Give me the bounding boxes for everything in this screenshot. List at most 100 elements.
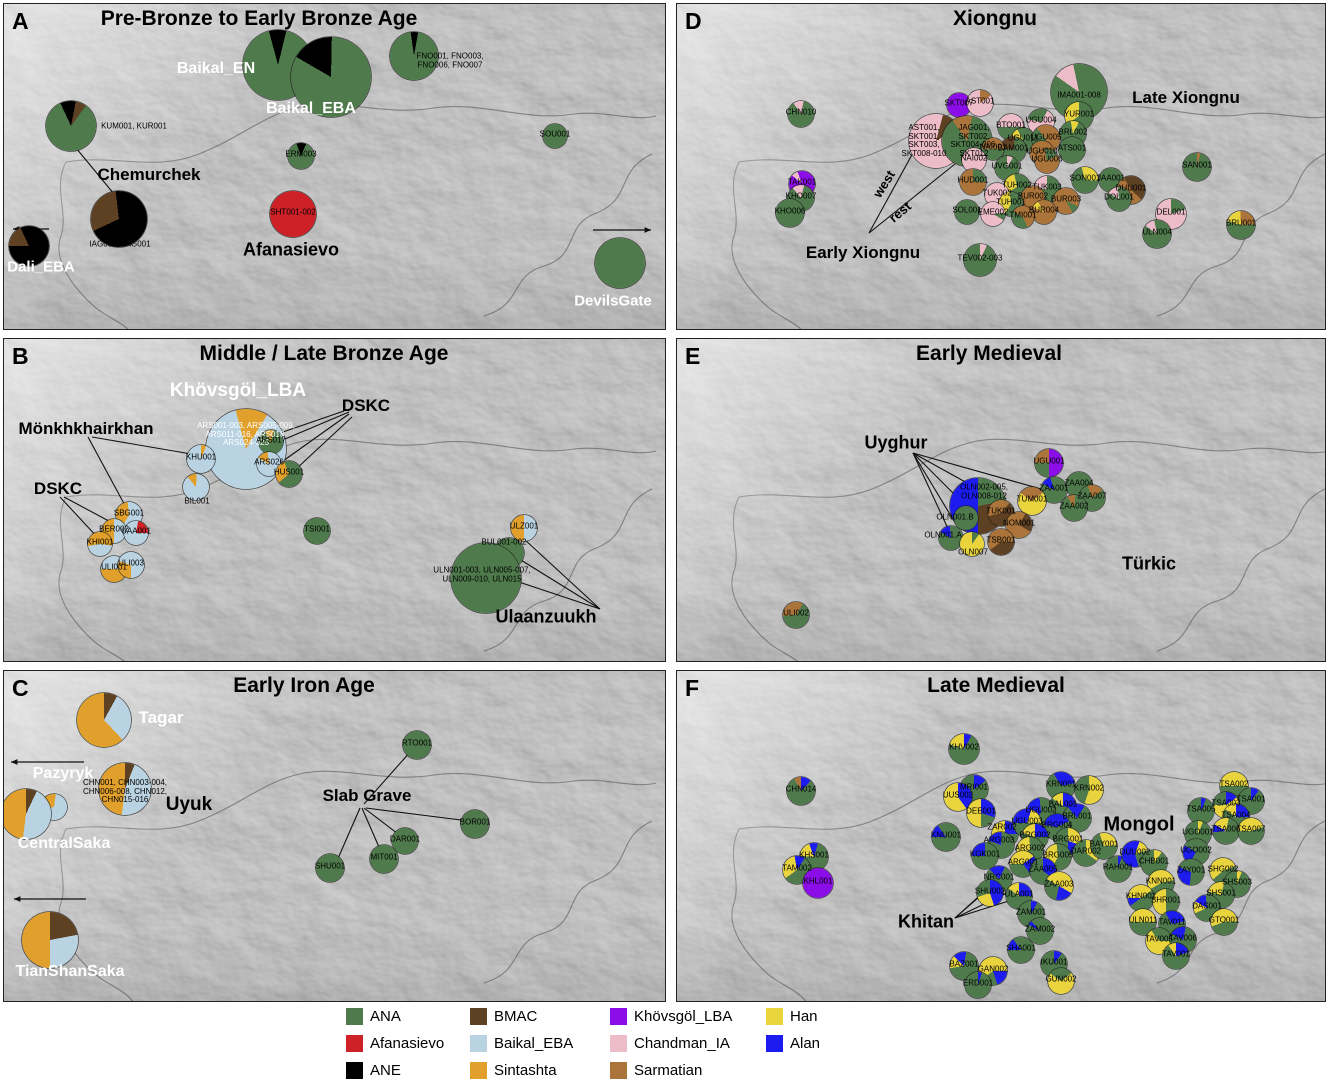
sample-label-NRC001: NRC001 — [983, 872, 1015, 882]
pie-MIT001 — [370, 845, 398, 873]
pie-UGU001 — [1035, 449, 1063, 477]
legend-swatch-Han — [766, 1008, 783, 1025]
pie-SOU001 — [543, 124, 567, 148]
sample-label-SOL001: SOL001 — [952, 205, 982, 215]
sample-label-UGO001: UGO001 — [1182, 827, 1214, 837]
sample-label-KRN002: KRN002 — [1073, 783, 1105, 793]
panel-D: CHN010 TAK001 KHO007 KHO006 IMA001-008 SKT007… — [676, 3, 1326, 330]
sample-label-TSA005: TSA005 — [1186, 804, 1216, 814]
panel-letter-B: B — [12, 343, 29, 369]
pie-ZAA003 — [1045, 872, 1073, 900]
sample-label-MRI001: MRI001 — [959, 782, 989, 792]
sample-label-NAI002: NAI002 — [960, 153, 988, 163]
sample-label-GTO001: GTO001 — [1208, 915, 1240, 925]
legend-label: Chandman_IA — [634, 1035, 730, 1052]
sample-label-KHN001: KHN001 — [1125, 891, 1157, 901]
sample-label-OLN_group: OLN002-005, OLN008-012 — [959, 482, 1009, 500]
sample-label-ULI001: ULI001 — [101, 562, 127, 572]
pie-ULI003 — [118, 552, 144, 578]
sample-label-UGU001: UGU001 — [1033, 456, 1065, 466]
sample-label-TAM002: TAM002 — [782, 863, 812, 873]
sample-label-TEV002-003: TEV002-003 — [957, 253, 1003, 263]
pie-DevilsGate — [595, 238, 645, 288]
sample-label-KGK001: KGK001 — [969, 849, 1001, 859]
sample-label-BUL001-002: BUL001-002 — [481, 537, 527, 547]
sample-label-DUU002: DUU002 — [1119, 847, 1151, 857]
legend-label: Sarmatian — [634, 1062, 703, 1079]
panel-title: Middle / Late Bronze Age — [199, 342, 449, 365]
sample-label-KHO007: KHO007 — [785, 191, 817, 201]
sample-label-ERM003: ERM003 — [285, 149, 317, 159]
sample-label-SAN001: SAN001 — [1182, 160, 1212, 170]
pie-ZAM002 — [1027, 918, 1053, 944]
sample-label-BRG005: BRG005 — [1042, 850, 1074, 860]
sample-label-OLN001.B: OLN001.B — [936, 512, 974, 522]
pie-ZAY001 — [1178, 859, 1204, 885]
pie-ERD001 — [965, 972, 991, 998]
sample-label-SON001: SON001 — [1069, 173, 1101, 183]
group-label: Mönkhkhairkhan — [18, 419, 154, 438]
group-label: Khitan — [898, 911, 954, 932]
sample-label-ARS_group: ARS001-003, ARS005-009, ARS011-016, ARS01… — [197, 421, 295, 448]
sample-label-BAZ001: BAZ001 — [949, 959, 979, 969]
sample-label-BRG004: BRG004 — [1041, 820, 1073, 830]
sample-label-SBG001: SBG001 — [113, 508, 145, 518]
sample-label-KNN001: KNN001 — [1145, 876, 1177, 886]
sample-label-SHS001: SHS001 — [1206, 888, 1236, 898]
sample-label-BAM001: BAM001 — [997, 143, 1029, 153]
sample-label-SHG002: SHG002 — [1207, 864, 1239, 874]
sample-label-TAV001: TAV001 — [1162, 949, 1190, 959]
sample-label-DEL001: DEL001 — [1156, 207, 1186, 217]
pie-AST001b — [967, 90, 993, 116]
sample-label-AST001b: AST001 — [965, 96, 995, 106]
sample-label-BRU001: BRU001 — [1225, 218, 1257, 228]
sample-label-ZAY001: ZAY001 — [1176, 865, 1206, 875]
pie-ULN004 — [1143, 220, 1171, 248]
group-label: Chemurchek — [97, 165, 201, 184]
pie-TEV002-003 — [964, 244, 996, 276]
group-label: DSKC — [33, 479, 83, 498]
sample-label-SHU002: SHU002 — [974, 886, 1006, 896]
group-label: Pazyryk — [32, 765, 94, 782]
pie-SOL001 — [955, 200, 979, 224]
sample-label-ULI002: ULI002 — [783, 608, 809, 618]
legend-item-Alan: Alan — [766, 1035, 820, 1052]
panel-E: ULI002 UGU001 ZAA001 ZAA004 ZAA007 ZAA002 TUM0… — [676, 338, 1326, 662]
pie-KNU001 — [932, 823, 960, 851]
legend-label: Sintashta — [494, 1062, 557, 1079]
pie-OLN001.B — [954, 506, 978, 530]
sample-label-BOR001: BOR001 — [459, 817, 491, 827]
sample-label-UGU003: UGU003 — [1011, 816, 1043, 826]
sample-label-KHO006: KHO006 — [774, 206, 806, 216]
sample-label-ARG002: ARG002 — [1014, 843, 1046, 853]
legend-swatch-Baikal_EBA — [470, 1035, 487, 1052]
sample-label-KHS001: KHS001 — [799, 850, 829, 860]
pie-NAI001 — [982, 138, 1004, 160]
group-label: Türkic — [1121, 553, 1177, 574]
group-label: DSKC — [341, 396, 391, 415]
pie-KRN002 — [1075, 776, 1103, 804]
pie-ARS017 — [259, 430, 283, 454]
sample-label-BUR002: BUR002 — [1017, 191, 1049, 201]
pie-RTO001 — [403, 731, 431, 759]
pie-BAY001 — [1091, 833, 1117, 859]
pie-Baikal_EBA — [291, 37, 371, 117]
sample-label-UGU011: UGU011 — [1007, 133, 1039, 143]
pie-EME002 — [981, 202, 1005, 226]
sample-label-NOM001: NOM001 — [1002, 518, 1036, 528]
legend-item-Baikal_EBA: Baikal_EBA — [470, 1035, 573, 1052]
sample-label-BAL001: BAL001 — [1048, 799, 1078, 809]
sample-label-ARG003: ARG003 — [983, 835, 1015, 845]
pie-SHA001 — [1008, 937, 1034, 963]
sample-label-TSA002: TSA002 — [1219, 779, 1249, 789]
pie-KHU001 — [187, 445, 215, 473]
pie-TMI001 — [1012, 206, 1034, 228]
pie-ATS001 — [1059, 137, 1085, 163]
sample-label-ARS017: ARS017 — [256, 435, 286, 445]
sample-label-BUR003: BUR003 — [1050, 194, 1082, 204]
pie-SHU001 — [316, 854, 344, 882]
pie-TSA005 — [1188, 798, 1214, 824]
sample-label-TUK001: TUK001 — [986, 506, 1016, 516]
pie-KHN001 — [1128, 885, 1154, 911]
sample-label-ATS001: ATS001 — [1057, 143, 1087, 153]
